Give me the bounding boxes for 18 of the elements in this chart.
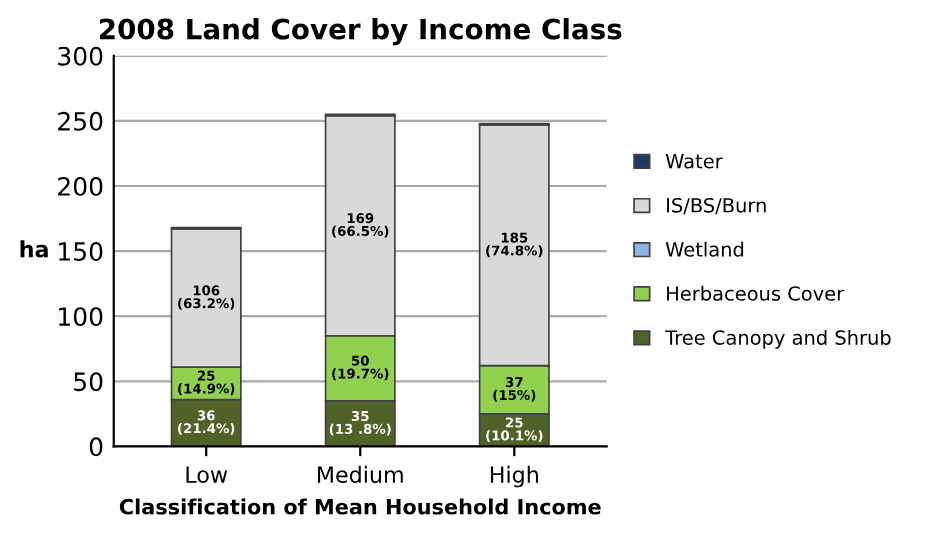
x-tick-label: Medium [317,465,403,484]
legend-label: IS/BS/Burn [667,197,766,215]
x-tick-label: Low [186,466,228,484]
y-tick-label: 200 [58,176,103,196]
y-tick-label: 0 [89,437,103,457]
chart-title: 2008 Land Cover by Income Class [99,18,622,46]
y-tick-label: 300 [58,46,103,66]
y-axis-title: ha [20,240,48,258]
legend-label: Wetland [665,241,744,257]
x-axis-title: Classification of Mean Household Income [119,498,601,515]
y-tick-label: 50 [74,372,103,392]
y-tick-label: 100 [59,307,103,327]
legend-label: Water [665,154,723,169]
legend-label: Herbaceous Cover [667,285,845,301]
y-tick-label: 150 [59,242,103,261]
x-tick-label: High [490,465,538,488]
legend-label: Tree Canopy and Shrub [665,329,891,349]
y-tick-label: 250 [58,111,103,131]
